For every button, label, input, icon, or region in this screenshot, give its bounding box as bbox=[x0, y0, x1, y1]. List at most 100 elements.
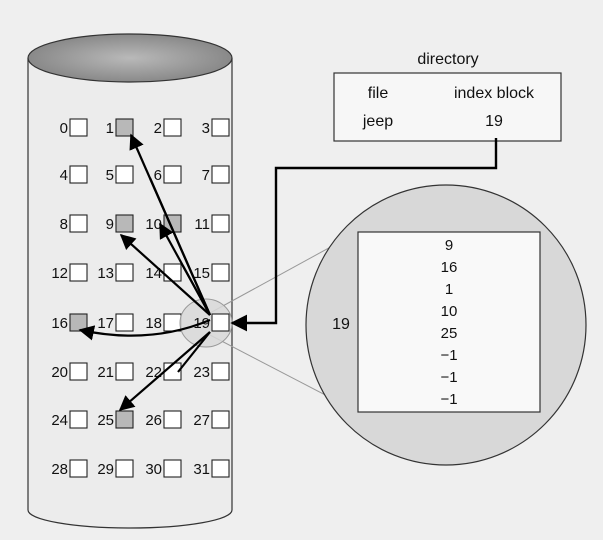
index-entry: −1 bbox=[440, 391, 457, 408]
block-number-label: 22 bbox=[145, 364, 162, 381]
block-number-label: 21 bbox=[97, 364, 114, 381]
block-number-label: 28 bbox=[51, 461, 68, 478]
block-square bbox=[163, 313, 182, 332]
block-square bbox=[69, 410, 88, 429]
block-number-label: 25 bbox=[97, 412, 114, 429]
block-number-label: 30 bbox=[145, 461, 162, 478]
block-square bbox=[115, 263, 134, 282]
block-square bbox=[115, 313, 134, 332]
disk-block-3: 3 bbox=[202, 118, 230, 137]
block-square bbox=[211, 165, 230, 184]
disk-block-23: 23 bbox=[193, 362, 230, 381]
block-square bbox=[69, 362, 88, 381]
disk-block-20: 20 bbox=[51, 362, 88, 381]
block-square bbox=[211, 118, 230, 137]
disk-block-30: 30 bbox=[145, 459, 182, 478]
index-entry: −1 bbox=[440, 347, 457, 364]
disk-block-1: 1 bbox=[106, 118, 134, 137]
block-number-label: 1 bbox=[106, 120, 114, 137]
disk-block-6: 6 bbox=[154, 165, 182, 184]
index-entries-list: 9 16 1 10 25 −1 −1 −1 bbox=[440, 237, 457, 408]
disk-block-9: 9 bbox=[106, 214, 134, 233]
block-square bbox=[69, 214, 88, 233]
disk-block-26: 26 bbox=[145, 410, 182, 429]
block-square bbox=[115, 362, 134, 381]
block-number-label: 27 bbox=[193, 412, 210, 429]
disk-block-4: 4 bbox=[60, 165, 88, 184]
index-entry: 25 bbox=[441, 325, 458, 342]
block-number-label: 11 bbox=[194, 216, 210, 233]
block-square bbox=[115, 165, 134, 184]
block-square bbox=[115, 214, 134, 233]
block-square bbox=[69, 313, 88, 332]
block-number-label: 17 bbox=[97, 315, 114, 332]
block-square bbox=[69, 165, 88, 184]
block-square bbox=[69, 459, 88, 478]
index-entry: −1 bbox=[440, 369, 457, 386]
pointer-arrows bbox=[78, 133, 212, 412]
index-entry: 9 bbox=[445, 237, 453, 254]
directory-to-index-arrow bbox=[230, 138, 498, 332]
block-number-label: 14 bbox=[145, 265, 162, 282]
block-square bbox=[69, 263, 88, 282]
block-square bbox=[115, 118, 134, 137]
block-number-label: 20 bbox=[51, 364, 68, 381]
block-square bbox=[211, 362, 230, 381]
directory-title: directory bbox=[417, 51, 478, 68]
disk-block-15: 15 bbox=[193, 263, 230, 282]
directory-cell-index-block: 19 bbox=[485, 113, 503, 130]
block-number-label: 0 bbox=[60, 120, 68, 137]
block-number-label: 16 bbox=[51, 315, 68, 332]
disk-block-12: 12 bbox=[51, 263, 88, 282]
block-square bbox=[163, 263, 182, 282]
block-square bbox=[69, 118, 88, 137]
block-number-label: 23 bbox=[193, 364, 210, 381]
block-square bbox=[163, 118, 182, 137]
block-square bbox=[115, 459, 134, 478]
block-number-label: 12 bbox=[51, 265, 68, 282]
directory-header-index-block: index block bbox=[454, 85, 535, 102]
arrow-line-23 bbox=[177, 331, 211, 373]
block-number-label: 18 bbox=[145, 315, 162, 332]
block-number-label: 7 bbox=[202, 167, 210, 184]
block-number-label: 15 bbox=[193, 265, 210, 282]
block-number-label: 26 bbox=[145, 412, 162, 429]
block-number-label: 13 bbox=[97, 265, 114, 282]
block-number-label: 3 bbox=[202, 120, 210, 137]
disk-block-5: 5 bbox=[106, 165, 134, 184]
block-square bbox=[163, 165, 182, 184]
disk-block-2: 2 bbox=[154, 118, 182, 137]
disk-block-27: 27 bbox=[193, 410, 230, 429]
directory-cell-file: jeep bbox=[362, 113, 393, 130]
magnified-block-label: 19 bbox=[332, 316, 350, 333]
block-number-label: 9 bbox=[106, 216, 114, 233]
block-square bbox=[163, 410, 182, 429]
directory-table: directory file index block jeep 19 bbox=[333, 51, 562, 142]
disk-block-31: 31 bbox=[193, 459, 230, 478]
disk-block-17: 17 bbox=[97, 313, 134, 332]
arrow-to-block-16 bbox=[78, 318, 211, 341]
block-square bbox=[211, 313, 230, 332]
disk-block-8: 8 bbox=[60, 214, 88, 233]
block-number-label: 29 bbox=[97, 461, 114, 478]
disk-block-21: 21 bbox=[97, 362, 134, 381]
disk-block-18: 18 bbox=[145, 313, 182, 332]
directory-header-file: file bbox=[368, 85, 389, 102]
block-number-label: 8 bbox=[60, 216, 68, 233]
block-square bbox=[211, 214, 230, 233]
arrow-line-6 bbox=[148, 177, 212, 316]
disk-block-29: 29 bbox=[97, 459, 134, 478]
arrow-to-block-9 bbox=[119, 233, 211, 316]
index-entry: 16 bbox=[441, 259, 458, 276]
index-entry: 1 bbox=[445, 281, 453, 298]
disk-block-24: 24 bbox=[51, 410, 88, 429]
block-number-label: 24 bbox=[51, 412, 68, 429]
index-entry: 10 bbox=[441, 303, 458, 320]
block-square bbox=[211, 459, 230, 478]
block-square bbox=[211, 410, 230, 429]
disk-block-11: 11 bbox=[194, 214, 230, 233]
disk-block-7: 7 bbox=[202, 165, 230, 184]
block-number-label: 10 bbox=[145, 216, 162, 233]
block-square bbox=[211, 263, 230, 282]
